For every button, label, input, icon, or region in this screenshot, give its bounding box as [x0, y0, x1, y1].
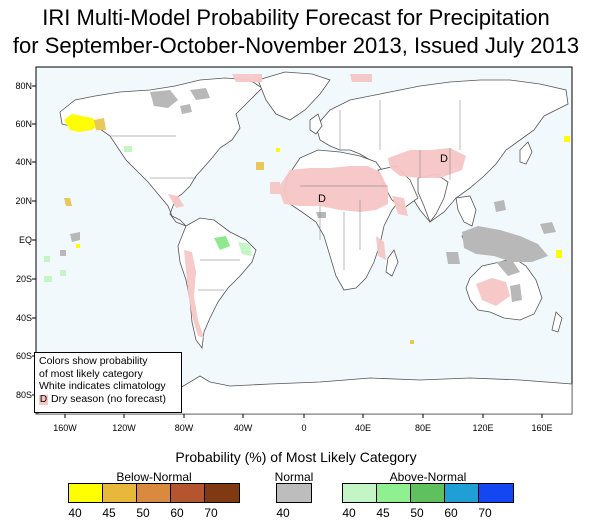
dry-season-regions — [168, 74, 510, 338]
madagascar — [385, 249, 399, 277]
above-value-50: 50 — [410, 506, 424, 520]
note-line1: Colors show probability — [39, 355, 148, 367]
normal-swatches — [276, 483, 312, 503]
lat-label-40s: 40S — [15, 313, 32, 323]
below-value-60: 60 — [170, 506, 184, 520]
south-america — [177, 217, 257, 350]
above-value-45: 45 — [376, 506, 390, 520]
above-swatch-60 — [445, 484, 479, 502]
lat-label-60n: 60N — [15, 119, 32, 129]
normal-swatch-40 — [277, 484, 311, 502]
below-normal-regions — [64, 114, 570, 344]
below-normal-swatches — [68, 483, 240, 503]
below-value-45: 45 — [102, 506, 116, 520]
lat-label-80n: 80N — [15, 81, 32, 91]
note-line3: White indicates climatology — [39, 380, 166, 392]
above-value-70: 70 — [478, 506, 492, 520]
lon-label-160e: 160E — [531, 423, 553, 433]
lat-label-20n: 20N — [15, 196, 32, 206]
normal-value-40: 40 — [276, 506, 290, 520]
lon-label-40w: 40W — [233, 423, 253, 433]
dry-marker-asia: D — [440, 153, 448, 165]
new-zealand — [551, 311, 563, 333]
lon-label-120e: 120E — [472, 423, 494, 433]
map-title-line2: for September-October-November 2013, Iss… — [12, 33, 580, 58]
lon-label-160w: 160W — [53, 423, 77, 433]
southeast-asia — [455, 195, 477, 227]
lon-label-0: 0 — [301, 423, 307, 433]
lat-label-80s: 80S — [15, 390, 32, 400]
map-title-line1: IRI Multi-Model Probability Forecast for… — [42, 5, 550, 30]
below-swatch-60 — [171, 484, 205, 502]
lon-label-80w: 80W — [174, 423, 194, 433]
above-swatch-45 — [377, 484, 411, 502]
japan — [519, 141, 533, 165]
legend-title: Probability (%) of Most Likely Category — [175, 449, 417, 465]
below-value-40: 40 — [68, 506, 82, 520]
greenland — [257, 71, 331, 121]
above-swatch-70 — [479, 484, 513, 502]
below-normal-label: Below-Normal — [116, 470, 192, 484]
dry-marker-africa: D — [318, 193, 326, 205]
below-value-50: 50 — [136, 506, 150, 520]
north-america — [59, 77, 263, 227]
lon-label-80e: 80E — [414, 423, 431, 433]
above-swatch-40 — [343, 484, 377, 502]
lat-label-40n: 40N — [15, 157, 32, 167]
above-normal-label: Above-Normal — [389, 470, 467, 484]
lon-label-120w: 120W — [112, 423, 136, 433]
map-note-box: Colors show probability of most likely c… — [34, 352, 182, 413]
below-swatch-70 — [205, 484, 239, 502]
below-swatch-40 — [69, 484, 103, 502]
note-dry-text: Dry season (no forecast) — [51, 392, 166, 405]
note-line2: of most likely category — [39, 367, 143, 380]
above-value-60: 60 — [444, 506, 458, 520]
below-value-70: 70 — [204, 506, 218, 520]
normal-label: Normal — [274, 470, 314, 484]
dry-season-swatch: D — [39, 393, 48, 405]
lon-label-40e: 40E — [354, 423, 371, 433]
above-swatch-50 — [411, 484, 445, 502]
lat-label-20s: 20S — [15, 274, 32, 284]
above-value-40: 40 — [342, 506, 356, 520]
note-dry-row: D Dry season (no forecast) — [39, 393, 177, 406]
below-swatch-45 — [103, 484, 137, 502]
above-normal-regions — [44, 146, 252, 282]
lat-label-60s: 60S — [15, 351, 32, 361]
normal-category-regions — [60, 88, 556, 302]
above-normal-swatches — [342, 483, 514, 503]
lat-label-eq: EQ — [18, 235, 32, 245]
uk — [309, 113, 323, 135]
country-borders — [110, 100, 461, 291]
below-swatch-50 — [137, 484, 171, 502]
